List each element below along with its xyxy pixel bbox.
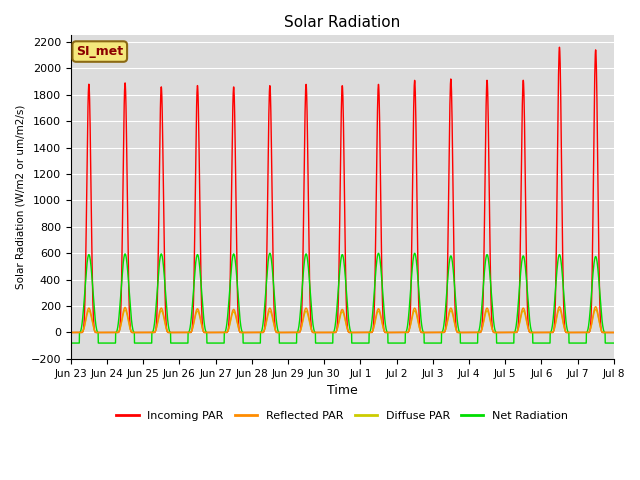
Incoming PAR xyxy=(610,330,618,336)
Line: Reflected PAR: Reflected PAR xyxy=(71,307,614,333)
Diffuse PAR xyxy=(275,330,283,336)
Diffuse PAR xyxy=(299,320,307,326)
Net Radiation xyxy=(600,326,607,332)
Incoming PAR xyxy=(600,330,607,336)
Y-axis label: Solar Radiation (W/m2 or um/m2/s): Solar Radiation (W/m2 or um/m2/s) xyxy=(15,105,25,289)
Text: SI_met: SI_met xyxy=(76,45,124,58)
Line: Diffuse PAR: Diffuse PAR xyxy=(71,310,614,333)
Reflected PAR xyxy=(600,330,607,336)
Reflected PAR xyxy=(610,330,618,336)
Net Radiation xyxy=(299,278,307,284)
Legend: Incoming PAR, Reflected PAR, Diffuse PAR, Net Radiation: Incoming PAR, Reflected PAR, Diffuse PAR… xyxy=(112,407,573,425)
Reflected PAR xyxy=(541,330,548,336)
Diffuse PAR xyxy=(610,330,618,336)
Reflected PAR xyxy=(275,330,283,336)
Net Radiation xyxy=(275,330,283,336)
Net Radiation xyxy=(610,340,618,346)
Diffuse PAR xyxy=(600,330,607,336)
Incoming PAR xyxy=(67,330,75,336)
Diffuse PAR xyxy=(592,307,600,312)
Line: Net Radiation: Net Radiation xyxy=(71,253,614,343)
Diffuse PAR xyxy=(67,330,75,336)
Net Radiation xyxy=(541,340,548,346)
Diffuse PAR xyxy=(129,330,136,336)
Reflected PAR xyxy=(299,319,307,324)
X-axis label: Time: Time xyxy=(327,384,358,397)
Net Radiation xyxy=(266,251,274,256)
Incoming PAR xyxy=(275,330,283,336)
Reflected PAR xyxy=(129,330,136,336)
Reflected PAR xyxy=(67,330,75,336)
Incoming PAR xyxy=(161,285,169,291)
Diffuse PAR xyxy=(541,330,548,336)
Incoming PAR xyxy=(299,279,307,285)
Incoming PAR xyxy=(129,330,136,336)
Reflected PAR xyxy=(592,304,600,310)
Net Radiation xyxy=(67,340,75,346)
Title: Solar Radiation: Solar Radiation xyxy=(284,15,401,30)
Incoming PAR xyxy=(556,44,563,50)
Net Radiation xyxy=(161,282,169,288)
Net Radiation xyxy=(129,326,136,332)
Incoming PAR xyxy=(541,330,548,336)
Diffuse PAR xyxy=(161,320,169,326)
Line: Incoming PAR: Incoming PAR xyxy=(71,47,614,333)
Reflected PAR xyxy=(161,319,169,325)
